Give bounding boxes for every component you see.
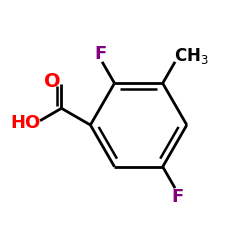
- Text: CH$_3$: CH$_3$: [174, 46, 208, 66]
- Text: O: O: [44, 72, 60, 90]
- Text: HO: HO: [10, 114, 40, 132]
- Text: F: F: [172, 188, 184, 206]
- Text: F: F: [95, 45, 107, 63]
